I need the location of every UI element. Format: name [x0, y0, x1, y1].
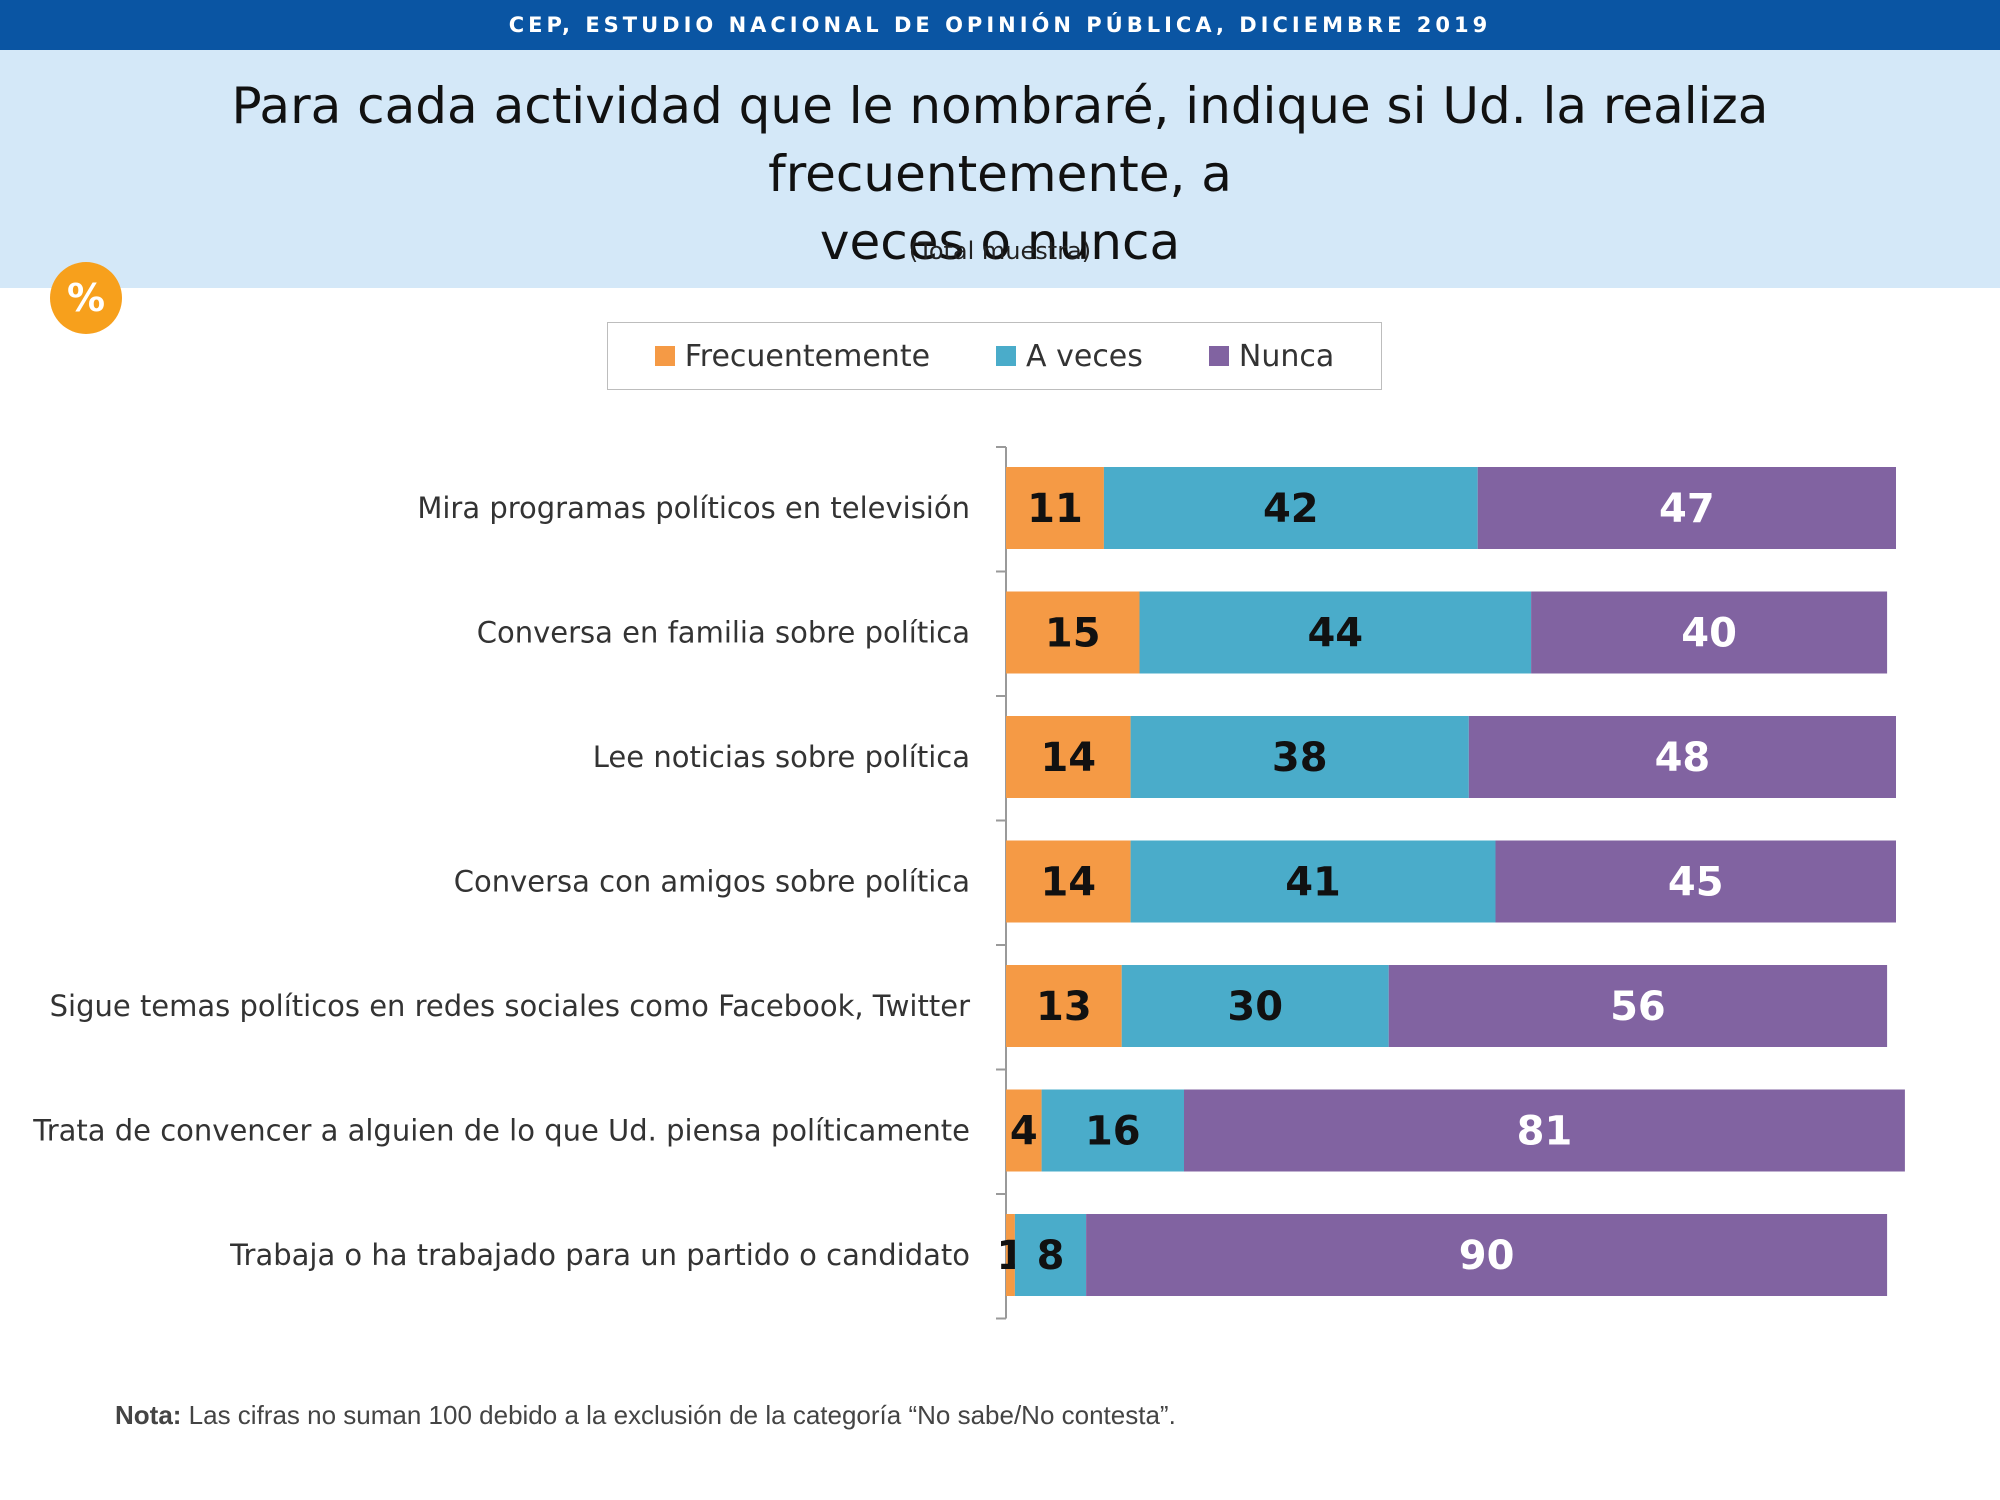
data-label: 8	[1037, 1233, 1065, 1279]
bar-segment	[1121, 965, 1389, 1047]
data-label: 41	[1285, 860, 1341, 906]
bar-segment	[1130, 840, 1496, 923]
footnote-label: Nota:	[115, 1400, 182, 1430]
data-label: 30	[1227, 984, 1283, 1030]
footnote: Nota: Las cifras no suman 100 debido a l…	[115, 1400, 1176, 1431]
source-banner: CEP, ESTUDIO NACIONAL DE OPINIÓN PÚBLICA…	[0, 0, 2000, 50]
bar-segment	[1468, 716, 1896, 798]
subtitle: (Total muestra)	[908, 237, 1092, 265]
data-label: 90	[1459, 1233, 1515, 1279]
percent-icon: %	[50, 262, 122, 334]
bar-segment	[1006, 591, 1140, 674]
bar-segment	[1006, 467, 1104, 549]
data-label: 11	[1027, 486, 1083, 532]
header-panel	[0, 50, 2000, 288]
legend-label-frecuentemente: Frecuentemente	[684, 338, 931, 374]
bar-segment	[1014, 1214, 1087, 1296]
data-label: 45	[1668, 860, 1724, 906]
bar-segment	[1531, 591, 1888, 674]
data-label: 44	[1307, 611, 1363, 657]
category-label: Trata de convencer a alguien de lo que U…	[32, 1114, 970, 1148]
bar-segment	[1006, 716, 1131, 798]
bar-segment	[1086, 1214, 1888, 1296]
data-label: 4	[1010, 1109, 1038, 1155]
bar-segment	[1006, 1089, 1042, 1172]
category-label: Conversa en familia sobre política	[477, 616, 970, 650]
category-label: Mira programas políticos en televisión	[417, 491, 970, 525]
bar-segment	[1103, 467, 1478, 549]
page-title: Para cada actividad que le nombraré, ind…	[40, 72, 1960, 276]
data-label: 48	[1655, 735, 1711, 781]
data-label: 42	[1263, 486, 1319, 532]
legend-swatch-a-veces	[996, 346, 1017, 366]
bar-segment	[1006, 1214, 1015, 1296]
legend-item-nunca: Nunca	[1208, 338, 1335, 374]
data-label: 14	[1040, 735, 1096, 781]
title-line-2: veces o nunca	[819, 213, 1181, 271]
legend-label-nunca: Nunca	[1238, 338, 1335, 374]
bar-segment	[1139, 591, 1532, 674]
bar-segment	[1006, 965, 1122, 1047]
data-label: 38	[1272, 735, 1328, 781]
bar-segment	[1477, 467, 1896, 549]
bar-segment	[1041, 1089, 1184, 1172]
data-label: 40	[1681, 611, 1737, 657]
legend-item-frecuentemente: Frecuentemente	[654, 338, 931, 374]
bar-segment	[1388, 965, 1888, 1047]
category-label: Sigue temas políticos en redes sociales …	[50, 989, 970, 1023]
data-label: 13	[1036, 984, 1092, 1030]
legend-item-a-veces: A veces	[996, 339, 1143, 374]
data-label: 81	[1517, 1109, 1573, 1155]
legend-swatch-frecuentemente	[654, 346, 675, 366]
category-label: Lee noticias sobre política	[593, 740, 970, 774]
footnote-text: Las cifras no suman 100 debido a la excl…	[181, 1400, 1176, 1430]
bar-segment	[1184, 1089, 1905, 1172]
category-label: Trabaja o ha trabajado para un partido o…	[229, 1238, 970, 1272]
data-label: 47	[1659, 486, 1715, 532]
data-label: 56	[1610, 984, 1666, 1030]
bar-segment	[1130, 716, 1469, 798]
category-label: Conversa con amigos sobre política	[454, 865, 970, 899]
data-label: 16	[1085, 1109, 1141, 1155]
data-label: 14	[1040, 860, 1096, 906]
legend-swatch-nunca	[1208, 346, 1229, 366]
legend-label-a-veces: A veces	[1026, 338, 1143, 374]
data-label: 15	[1045, 611, 1101, 657]
bar-segment	[1495, 840, 1896, 923]
bar-segment	[1006, 840, 1131, 923]
stacked-bar-chart: Mira programas políticos en televisión 11…	[32, 446, 1905, 1320]
chart-legend: Frecuentemente A veces Nunca	[607, 322, 1382, 390]
title-line-1: Para cada actividad que le nombraré, ind…	[231, 77, 1769, 203]
